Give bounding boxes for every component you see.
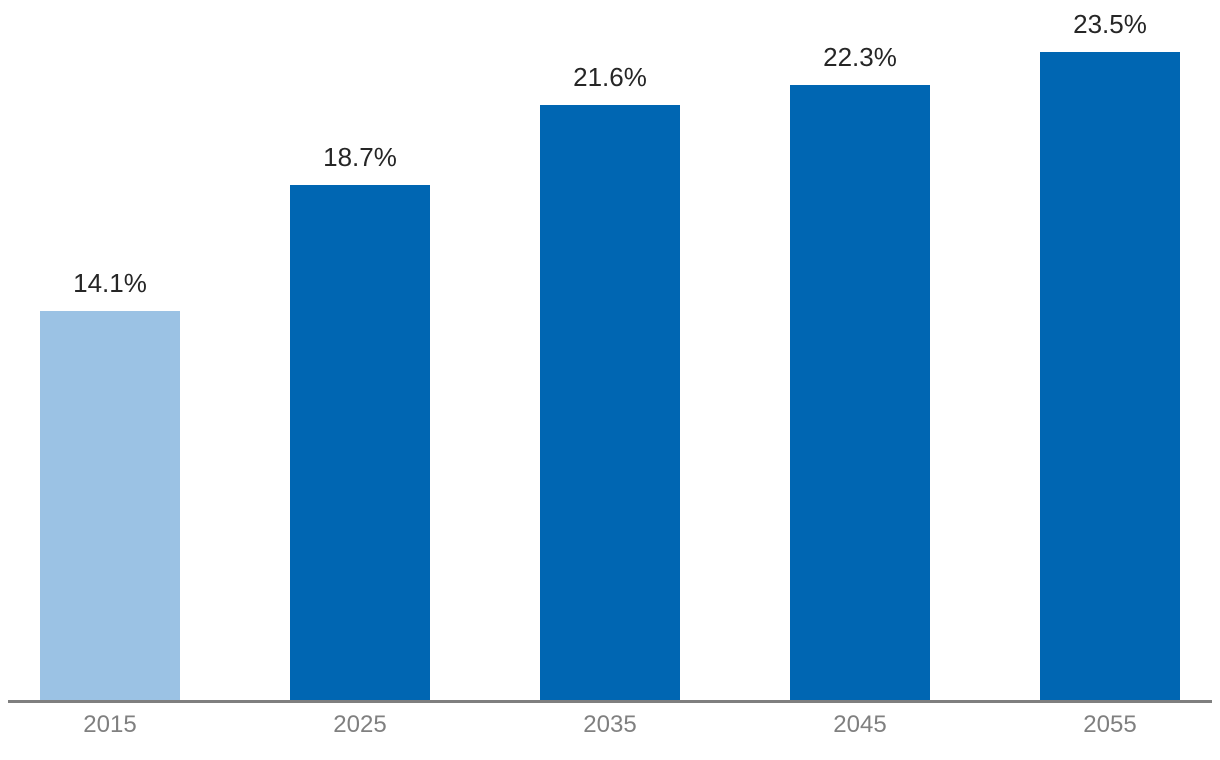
bar-2015 (40, 311, 180, 700)
bar-value-label: 22.3% (823, 42, 897, 72)
bar-value-label: 23.5% (1073, 9, 1147, 39)
bar-2035 (540, 105, 680, 700)
bar-value-label: 21.6% (573, 62, 647, 92)
bar-value-label: 14.1% (73, 268, 147, 298)
x-axis-tick-label: 2025 (333, 711, 387, 738)
x-axis-tick-label: 2045 (833, 711, 887, 738)
x-axis-tick-label: 2015 (83, 711, 137, 738)
bar-2025 (290, 185, 430, 700)
x-axis-tick-label: 2035 (583, 711, 637, 738)
bar-2055 (1040, 52, 1180, 700)
x-axis-tick-label: 2055 (1083, 711, 1137, 738)
bar-2045 (790, 85, 930, 700)
x-axis-line (8, 700, 1212, 703)
bar-value-label: 18.7% (323, 142, 397, 172)
